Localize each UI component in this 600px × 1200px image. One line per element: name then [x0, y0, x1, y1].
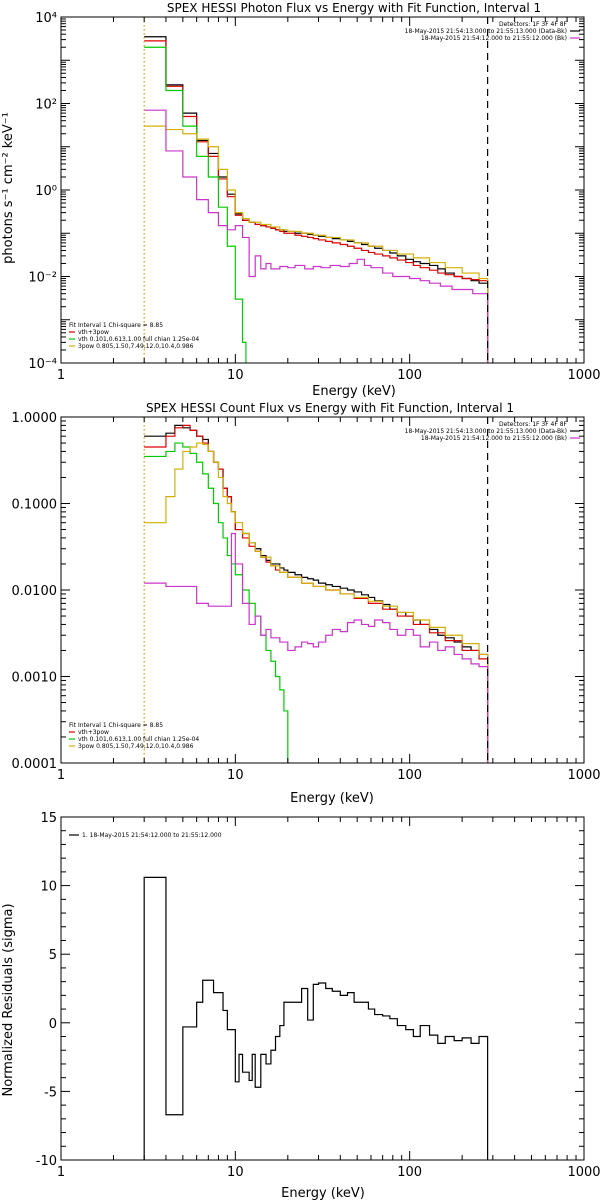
series-line: [144, 442, 489, 763]
x-tick-label: 10: [227, 1165, 244, 1180]
series-line: [144, 109, 489, 363]
series-line: [143, 876, 489, 1160]
plot-area: [143, 876, 489, 1160]
y-tick-label: 10⁴: [35, 11, 57, 26]
y-tick-label: -10: [36, 1154, 57, 1169]
x-tick-label: 100: [397, 768, 422, 783]
x-tick-label: 1000: [567, 768, 600, 783]
x-tick-label: 1: [57, 368, 65, 383]
axis-ticks: 1 10 100 1000 10⁻⁴ 10⁻² 10⁰ 10² 10⁴: [28, 11, 600, 383]
y-tick-label: 15: [40, 811, 57, 826]
series-line: [144, 532, 489, 763]
legend-entry: Fit Interval 1 Chi-square = 8.85: [69, 722, 163, 729]
legend-entry: 18-May-2015 21:54:12.000 to 21:55:12.000…: [421, 435, 567, 442]
series-line: [144, 125, 489, 363]
series-line: [144, 36, 489, 363]
legend-bottom-left: Fit Interval 1 Chi-square = 8.85vth+3pow…: [69, 722, 199, 750]
y-axis-label: photons s⁻¹ cm⁻² keV⁻¹: [1, 112, 16, 264]
y-tick-label: 10⁻⁴: [28, 357, 57, 372]
panel-photon-flux: SPEX HESSI Photon Flux vs Energy with Fi…: [1, 1, 600, 399]
y-tick-label: 0.1000: [12, 498, 58, 513]
legend-entry: 18-May-2015 21:54:13.000 to 21:55:13.000…: [405, 428, 567, 435]
series-line: [144, 442, 289, 763]
legend-bottom-left: Fit Interval 1 Chi-square = 8.85vth+3pow…: [69, 322, 199, 350]
y-tick-label: 1.0000: [12, 411, 58, 426]
panel-residuals: Energy (keV) Normalized Residuals (sigma…: [1, 811, 600, 1200]
x-tick-label: 1: [57, 1165, 65, 1180]
y-tick-label: 10⁰: [35, 184, 57, 199]
x-axis-label: Energy (keV): [290, 791, 374, 806]
x-tick-label: 10: [227, 368, 244, 383]
x-axis-label: Energy (keV): [312, 384, 396, 399]
y-tick-label: 10⁻²: [28, 271, 57, 286]
plot-area: [143, 17, 489, 363]
legend-entry: vth 0.101,0.613,1.00 full chian 1.25e-04: [78, 736, 199, 743]
chart-title: SPEX HESSI Photon Flux vs Energy with Fi…: [167, 1, 541, 15]
plot-frame: [60, 416, 585, 764]
series-line: [144, 46, 247, 363]
legend-entry: vth+3pow: [78, 329, 109, 336]
plot-frame: [60, 816, 585, 1161]
series-line: [144, 40, 489, 363]
series-line: [144, 424, 489, 763]
panel-count-flux: SPEX HESSI Count Flux vs Energy with Fit…: [12, 401, 600, 806]
legend-entry: 1. 18-May-2015 21:54:12.000 to 21:55:12.…: [82, 832, 222, 839]
x-tick-label: 100: [397, 368, 422, 383]
y-tick-label: 0.0001: [12, 757, 58, 772]
x-axis-label: Energy (keV): [281, 1186, 365, 1200]
x-tick-label: 1000: [567, 368, 600, 383]
legend-entry: Detectors: 1F 3F 4F 8F: [499, 421, 568, 428]
x-tick-label: 100: [397, 1165, 422, 1180]
y-tick-label: 10: [40, 880, 57, 895]
y-tick-label: 5: [49, 948, 57, 963]
legend-entry: Detectors: 1F 3F 4F 8F: [499, 21, 568, 28]
chart-title: SPEX HESSI Count Flux vs Energy with Fit…: [146, 401, 514, 415]
y-tick-label: 10²: [35, 98, 57, 113]
plot-frame: [60, 16, 585, 364]
axis-ticks: 1 10 100 1000 -10 -5 0 5 10 15: [36, 811, 600, 1180]
series-line: [144, 424, 489, 763]
y-tick-label: -5: [44, 1085, 57, 1100]
y-tick-label: 0.0100: [12, 584, 58, 599]
x-tick-label: 1: [57, 768, 65, 783]
x-tick-label: 10: [227, 768, 244, 783]
legend-entry: Fit Interval 1 Chi-square = 8.85: [69, 322, 163, 329]
y-tick-label: 0: [49, 1017, 57, 1032]
y-tick-label: 0.0010: [12, 671, 58, 686]
axis-ticks: 1 10 100 1000 0.0001 0.0010 0.0100 0.1000 1.0000: [12, 411, 600, 783]
x-tick-label: 1000: [567, 1165, 600, 1180]
legend-entry: vth+3pow: [78, 729, 109, 736]
legend-entry: 3pow 0.805,1.50,7.49,12.0,10.4,0.986: [78, 343, 194, 350]
plot-area: [143, 417, 489, 763]
legend-entry: 18-May-2015 21:54:13.000 to 21:55:13.000…: [405, 28, 567, 35]
legend-entry: 18-May-2015 21:54:12.000 to 21:55:12.000…: [421, 35, 567, 42]
legend-entry: vth 0.101,0.613,1.00 full chian 1.25e-04: [78, 336, 199, 343]
y-axis-label: Normalized Residuals (sigma): [1, 903, 16, 1096]
legend-entry: 3pow 0.805,1.50,7.49,12.0,10.4,0.986: [78, 743, 194, 750]
legend-top-left: 1. 18-May-2015 21:54:12.000 to 21:55:12.…: [69, 832, 222, 839]
